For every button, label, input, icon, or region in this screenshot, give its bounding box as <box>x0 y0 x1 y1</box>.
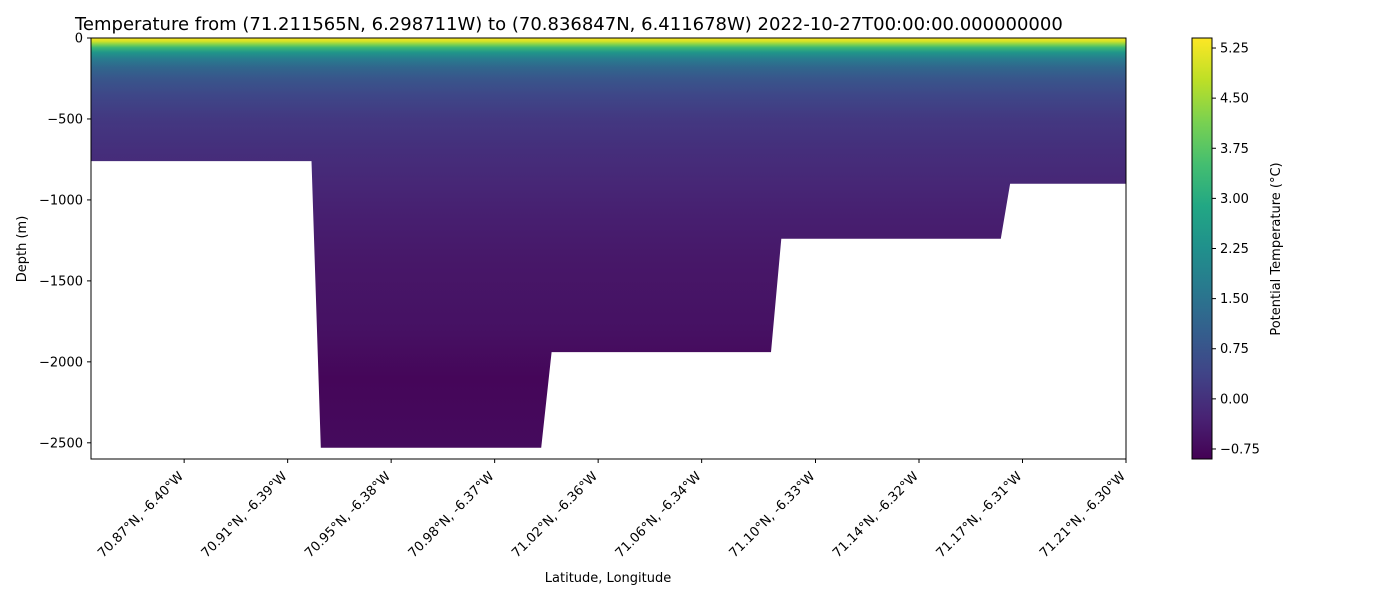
colorbar-tick-label: 0.00 <box>1220 392 1249 407</box>
x-tick-label: 71.02°N, -6.36°W <box>509 469 601 561</box>
colorbar-tick-label: 3.75 <box>1220 142 1249 157</box>
y-axis-label: Depth (m) <box>15 216 30 283</box>
colorbar-gradient <box>1192 38 1212 459</box>
x-tick-label: 71.06°N, -6.34°W <box>613 469 705 561</box>
x-tick-label: 71.14°N, -6.32°W <box>830 469 922 561</box>
colorbar-label: Potential Temperature (°C) <box>1269 162 1284 335</box>
x-axis-label: Latitude, Longitude <box>545 571 671 586</box>
temperature-section-fill <box>91 38 1126 448</box>
colorbar-tick-label: 0.75 <box>1220 342 1249 357</box>
y-tick-label: −2500 <box>39 436 83 451</box>
y-tick-label: −2000 <box>39 355 83 370</box>
x-tick-label: 70.98°N, -6.37°W <box>406 469 498 561</box>
x-axis: 70.87°N, -6.40°W 70.91°N, -6.39°W 70.95°N,… <box>95 459 1129 561</box>
x-tick-label: 70.91°N, -6.39°W <box>199 469 291 561</box>
colorbar-tick-label: 4.50 <box>1220 92 1249 107</box>
y-tick-label: −500 <box>47 112 83 127</box>
x-tick-label: 70.87°N, -6.40°W <box>95 469 187 561</box>
x-tick-label: 71.17°N, -6.31°W <box>934 469 1026 561</box>
chart-title: Temperature from (71.211565N, 6.298711W)… <box>74 14 1063 35</box>
y-tick-label: −1500 <box>39 274 83 289</box>
plot-area <box>90 37 1127 460</box>
colorbar-tick-label: −0.75 <box>1220 442 1260 457</box>
colorbar-tick-label: 2.25 <box>1220 242 1249 257</box>
y-tick-label: 0 <box>75 32 83 47</box>
plot-frame <box>90 37 1127 460</box>
x-tick-label: 70.95°N, -6.38°W <box>302 469 394 561</box>
colorbar-tick-label: 5.25 <box>1220 42 1249 57</box>
colorbar-tick-label: 3.00 <box>1220 192 1249 207</box>
x-tick-label: 71.21°N, -6.30°W <box>1037 469 1129 561</box>
y-tick-label: −1000 <box>39 193 83 208</box>
x-tick-label: 71.10°N, -6.33°W <box>727 469 819 561</box>
y-axis: 0 −500 −1000 −1500 −2000 −2500 <box>39 32 91 451</box>
colorbar-tick-label: 1.50 <box>1220 292 1249 307</box>
colorbar: 5.25 4.50 3.75 3.00 2.25 1.50 0.75 0.00 −0.75 <box>1191 37 1260 460</box>
